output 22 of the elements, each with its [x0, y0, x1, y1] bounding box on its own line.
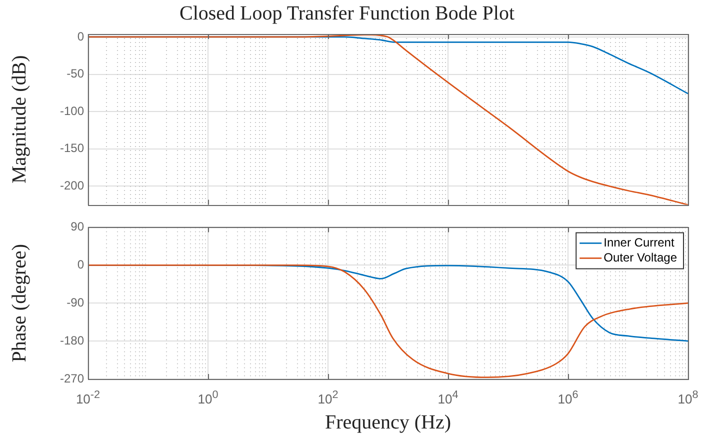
y-tick-label: -150	[60, 141, 84, 156]
y-tick-label: -200	[60, 178, 84, 192]
x-tick-label: 10$^{2}$	[318, 388, 338, 408]
x-tick-label: 10$^{-2}$	[76, 388, 100, 408]
y-tick-label: -90	[66, 295, 84, 310]
x-tick-label: 10$^{6}$	[558, 388, 578, 408]
y-tick-label: -270	[60, 371, 84, 386]
x-axis-title: Frequency (Hz)	[324, 411, 452, 434]
y-axis-title: Magnitude (dB)	[8, 55, 30, 184]
x-tick-label: 10$^{4}$	[438, 388, 458, 408]
y-tick-label: 90	[70, 220, 84, 234]
y-tick-label: -180	[60, 333, 84, 348]
y-tick-label: 0	[77, 29, 84, 44]
y-tick-label: -50	[66, 66, 84, 81]
x-tick-label: 10$^{0}$	[198, 388, 218, 408]
legend-label: Outer Voltage	[604, 250, 678, 265]
legend-label: Inner Current	[604, 236, 675, 250]
y-tick-label: 0	[77, 257, 84, 272]
x-tick-label: 10$^{8}$	[678, 388, 698, 408]
chart-title: Closed Loop Transfer Function Bode Plot	[179, 2, 515, 24]
y-tick-label: -100	[60, 104, 84, 118]
y-axis-title: Phase (degree)	[8, 244, 30, 362]
